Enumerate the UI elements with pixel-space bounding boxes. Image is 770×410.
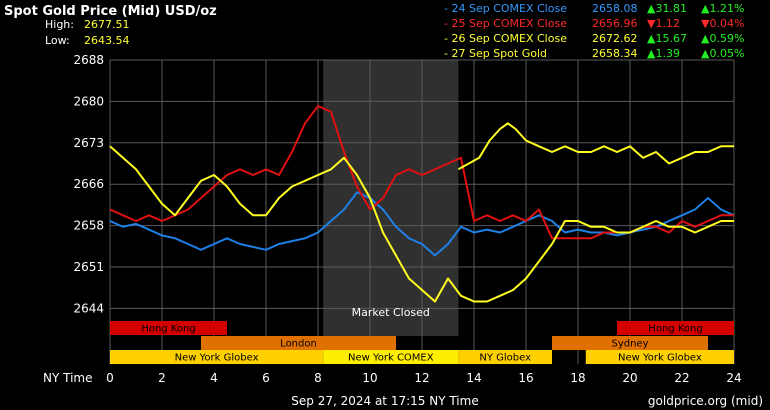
x-tick-label: 0 bbox=[106, 371, 114, 385]
x-tick-label: 24 bbox=[726, 371, 741, 385]
x-axis-label: NY Time bbox=[43, 371, 93, 385]
legend-label: - 25 Sep COMEX Close bbox=[444, 17, 567, 30]
market-closed-region bbox=[323, 60, 459, 336]
y-tick-label: 2644 bbox=[73, 301, 104, 315]
legend: - 24 Sep COMEX Close 2658.08 ▲31.81 ▲1.2… bbox=[444, 2, 744, 60]
low-value: 2643.54 bbox=[84, 34, 130, 47]
x-tick-label: 6 bbox=[262, 371, 270, 385]
market-closed-label: Market Closed bbox=[352, 306, 430, 319]
legend-pct: ▼0.04% bbox=[701, 17, 744, 30]
legend-change: ▲15.67 bbox=[647, 32, 687, 45]
session-bar bbox=[323, 350, 459, 364]
session-label: Sydney bbox=[611, 339, 648, 350]
series-line bbox=[109, 145, 734, 303]
legend-pct: ▲0.59% bbox=[701, 32, 744, 45]
x-tick-label: 16 bbox=[518, 371, 533, 385]
session-bar bbox=[110, 321, 227, 335]
legend-price: 2658.34 bbox=[592, 47, 638, 60]
chart-title: Spot Gold Price (Mid) USD/oz bbox=[4, 4, 217, 19]
legend-label: - 26 Sep COMEX Close bbox=[444, 32, 567, 45]
session-label: Hong Kong bbox=[141, 324, 195, 335]
session-bar bbox=[552, 336, 708, 350]
source-credit: goldprice.org (mid) bbox=[648, 394, 763, 408]
session-bar bbox=[201, 336, 396, 350]
x-tick-label: 10 bbox=[362, 371, 377, 385]
session-label: Hong Kong bbox=[648, 324, 702, 335]
session-label: New York Globex bbox=[175, 353, 259, 364]
y-tick-label: 2658 bbox=[73, 219, 104, 233]
low-label: Low: bbox=[45, 34, 70, 47]
legend-price: 2672.62 bbox=[592, 32, 638, 45]
timestamp: Sep 27, 2024 at 17:15 NY Time bbox=[291, 394, 478, 408]
session-label: London bbox=[280, 339, 317, 350]
x-tick-label: 4 bbox=[210, 371, 218, 385]
series-line bbox=[457, 122, 734, 171]
y-tick-label: 2651 bbox=[73, 260, 104, 274]
session-bar bbox=[585, 350, 734, 364]
legend-change: ▲1.39 bbox=[647, 47, 680, 60]
y-tick-label: 2666 bbox=[73, 177, 104, 191]
session-label: NY Globex bbox=[479, 353, 531, 364]
session-bar bbox=[617, 321, 734, 335]
high-label: High: bbox=[45, 18, 74, 31]
y-tick-label: 2673 bbox=[73, 136, 104, 150]
legend-change: ▲31.81 bbox=[647, 2, 687, 15]
y-tick-label: 2680 bbox=[73, 94, 104, 108]
legend-row: - 25 Sep COMEX Close 2656.96 ▼1.12 ▼0.04… bbox=[444, 17, 744, 30]
session-bar bbox=[110, 350, 324, 364]
legend-pct: ▲1.21% bbox=[701, 2, 744, 15]
legend-price: 2658.08 bbox=[592, 2, 638, 15]
session-label: New York Globex bbox=[618, 353, 702, 364]
x-tick-label: 18 bbox=[570, 371, 585, 385]
legend-price: 2656.96 bbox=[592, 17, 638, 30]
legend-pct: ▲0.05% bbox=[701, 47, 744, 60]
legend-label: - 27 Sep Spot Gold bbox=[444, 47, 547, 60]
x-tick-label: 8 bbox=[314, 371, 322, 385]
x-tick-label: 12 bbox=[414, 371, 429, 385]
x-tick-label: 22 bbox=[674, 371, 689, 385]
session-label: New York COMEX bbox=[348, 353, 434, 364]
high-value: 2677.51 bbox=[84, 18, 130, 31]
legend-label: - 24 Sep COMEX Close bbox=[444, 2, 567, 15]
legend-row: - 27 Sep Spot Gold 2658.34 ▲1.39 ▲0.05% bbox=[444, 47, 744, 60]
y-tick-label: 2688 bbox=[73, 53, 104, 67]
legend-row: - 24 Sep COMEX Close 2658.08 ▲31.81 ▲1.2… bbox=[444, 2, 744, 15]
x-tick-label: 20 bbox=[622, 371, 637, 385]
session-bar bbox=[458, 350, 552, 364]
legend-change: ▼1.12 bbox=[647, 17, 680, 30]
legend-row: - 26 Sep COMEX Close 2672.62 ▲15.67 ▲0.5… bbox=[444, 32, 744, 45]
x-tick-label: 2 bbox=[158, 371, 166, 385]
x-tick-label: 14 bbox=[466, 371, 481, 385]
